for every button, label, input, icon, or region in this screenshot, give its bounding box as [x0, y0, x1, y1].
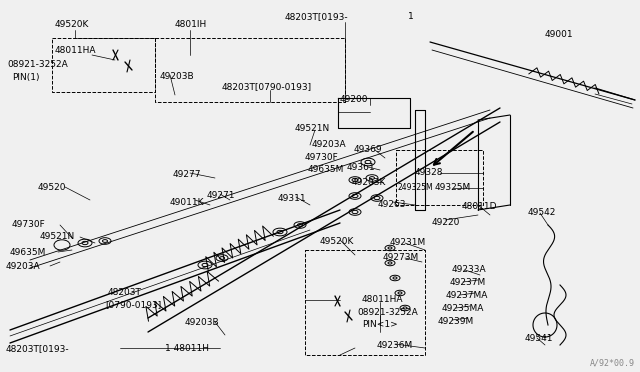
- Text: PIN(1): PIN(1): [12, 73, 40, 82]
- Text: 49237MA: 49237MA: [446, 291, 488, 300]
- Text: 49311: 49311: [278, 194, 307, 203]
- Text: 48011HA: 48011HA: [55, 46, 97, 55]
- Text: 49521N: 49521N: [40, 232, 76, 241]
- Text: 49541: 49541: [525, 334, 554, 343]
- Text: 249325M: 249325M: [397, 183, 433, 192]
- Text: [0790-0193]: [0790-0193]: [105, 300, 161, 309]
- Text: 49200: 49200: [340, 95, 369, 104]
- Text: 48203T[0790-0193]: 48203T[0790-0193]: [222, 82, 312, 91]
- Text: 49635M: 49635M: [308, 165, 344, 174]
- Text: PIN<1>: PIN<1>: [362, 320, 397, 329]
- Text: 49542: 49542: [528, 208, 556, 217]
- Text: 49220: 49220: [432, 218, 460, 227]
- Text: 49520: 49520: [38, 183, 67, 192]
- Text: 48011HA: 48011HA: [362, 295, 403, 304]
- Text: 49328: 49328: [415, 168, 444, 177]
- Text: 49203K: 49203K: [352, 178, 387, 187]
- Text: 08921-3252A: 08921-3252A: [7, 60, 68, 69]
- Text: 49521N: 49521N: [295, 124, 330, 133]
- Text: 48011D: 48011D: [462, 202, 497, 211]
- Text: 49325M: 49325M: [435, 183, 471, 192]
- Text: 49361: 49361: [347, 163, 376, 172]
- Text: 1: 1: [408, 12, 413, 21]
- Text: 49237M: 49237M: [450, 278, 486, 287]
- Text: 49236M: 49236M: [377, 341, 413, 350]
- Text: 49369: 49369: [354, 145, 383, 154]
- Text: 48203T[0193-: 48203T[0193-: [285, 12, 349, 21]
- Text: 4801IH: 4801IH: [175, 20, 207, 29]
- Text: 48203T: 48203T: [108, 288, 142, 297]
- Text: A/92*00.9: A/92*00.9: [590, 358, 635, 367]
- Text: 49203B: 49203B: [160, 72, 195, 81]
- Text: 49271: 49271: [207, 191, 236, 200]
- Text: 49263: 49263: [378, 200, 406, 209]
- Text: 49730F: 49730F: [12, 220, 45, 229]
- Text: 49235MA: 49235MA: [442, 304, 484, 313]
- Text: 49203A: 49203A: [6, 262, 40, 271]
- Text: 49520K: 49520K: [320, 237, 355, 246]
- Text: 49635M: 49635M: [10, 248, 46, 257]
- Text: 1 48011H: 1 48011H: [165, 344, 209, 353]
- Text: 49011K: 49011K: [170, 198, 205, 207]
- Text: 49273M: 49273M: [383, 253, 419, 262]
- Text: 49203B: 49203B: [185, 318, 220, 327]
- Text: 49203A: 49203A: [312, 140, 347, 149]
- Text: 49520K: 49520K: [55, 20, 90, 29]
- Text: 49231M: 49231M: [390, 238, 426, 247]
- Text: 49233A: 49233A: [452, 265, 486, 274]
- Text: 48203T[0193-: 48203T[0193-: [6, 344, 70, 353]
- Text: 49730F: 49730F: [305, 153, 339, 162]
- Text: 49001: 49001: [545, 30, 573, 39]
- Text: 49239M: 49239M: [438, 317, 474, 326]
- Text: 49277: 49277: [173, 170, 202, 179]
- Text: 08921-3252A: 08921-3252A: [357, 308, 418, 317]
